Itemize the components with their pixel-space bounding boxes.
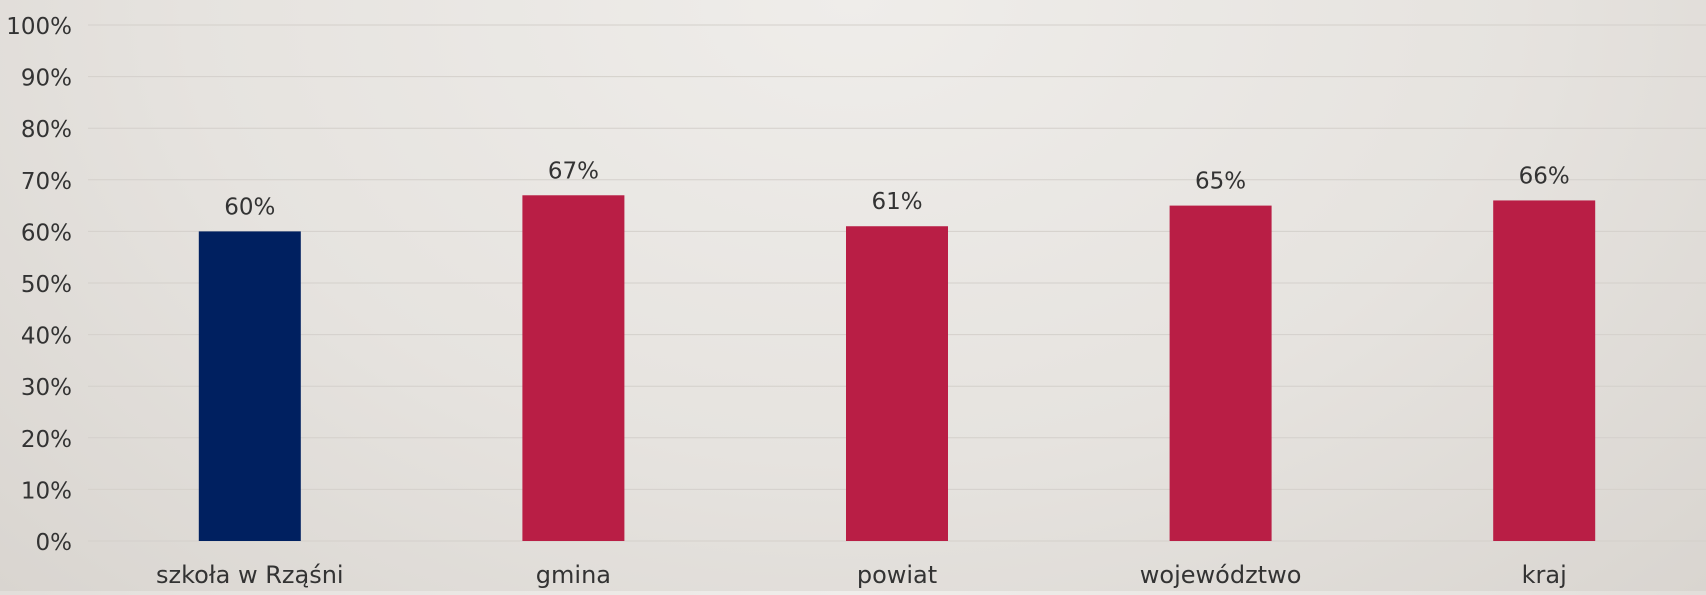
data-label: 60% — [224, 194, 275, 220]
bar — [1493, 200, 1596, 541]
y-tick-label: 90% — [21, 66, 72, 92]
y-tick-label: 100% — [6, 14, 72, 40]
data-label: 65% — [1195, 169, 1246, 195]
y-tick-label: 40% — [21, 324, 72, 350]
bar — [198, 231, 301, 541]
data-label: 66% — [1519, 163, 1570, 189]
bar — [846, 226, 948, 542]
x-axis-category-labels: szkoła w Rząśni gmina powiat województwo kra… — [156, 561, 1567, 589]
bars — [198, 195, 1596, 542]
y-tick-label: 20% — [21, 427, 72, 453]
x-tick-label: powiat — [857, 561, 937, 589]
data-label: 67% — [548, 158, 599, 184]
x-tick-label: szkoła w Rząśni — [156, 561, 344, 589]
y-tick-label: 50% — [21, 272, 72, 298]
bar — [1169, 205, 1272, 541]
y-tick-label: 60% — [21, 220, 72, 246]
bar — [522, 195, 625, 541]
y-tick-label: 10% — [21, 478, 72, 504]
y-tick-label: 70% — [21, 169, 72, 195]
x-tick-label: kraj — [1522, 561, 1567, 589]
data-label: 61% — [871, 189, 922, 215]
x-tick-label: gmina — [536, 561, 611, 589]
y-tick-label: 30% — [21, 375, 72, 401]
y-axis-tick-labels: 0% 10% 20% 30% 40% 50% 60% 70% 80% 90% 100% — [6, 14, 72, 556]
y-tick-label: 80% — [21, 117, 72, 143]
x-tick-label: województwo — [1140, 561, 1302, 589]
data-labels: 60% 67% 61% 65% 66% — [224, 158, 1570, 220]
y-tick-label: 0% — [36, 530, 73, 556]
